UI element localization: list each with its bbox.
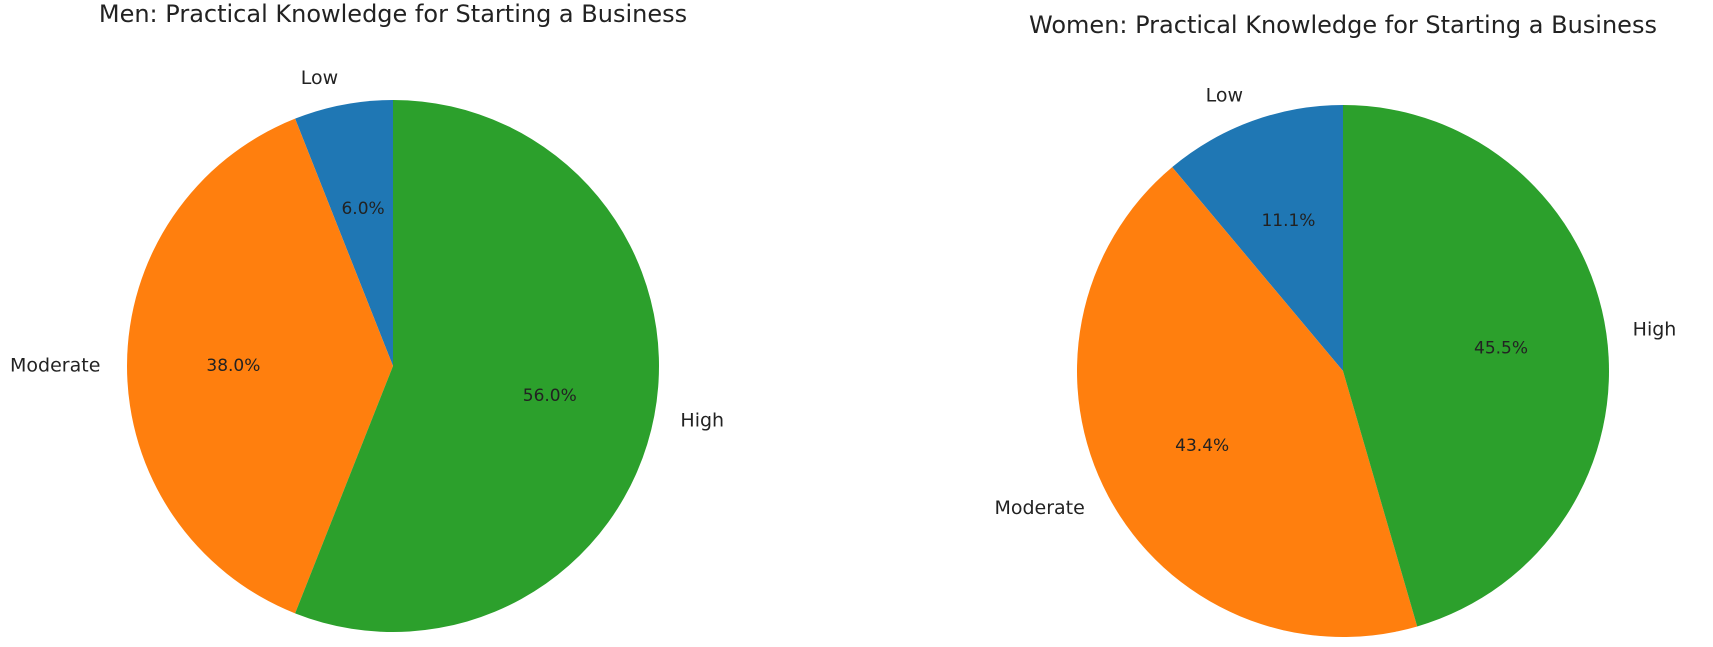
value-label: 38.0% bbox=[206, 356, 260, 376]
slice-label: Low bbox=[1206, 85, 1243, 107]
pie-slice bbox=[295, 100, 393, 366]
slice-label: High bbox=[1633, 318, 1677, 340]
slice-label: Moderate bbox=[10, 355, 100, 377]
pie-slice bbox=[1077, 167, 1418, 638]
slice-label: Low bbox=[301, 67, 338, 89]
pie-slice bbox=[295, 100, 659, 632]
value-label: 43.4% bbox=[1175, 436, 1229, 456]
value-label: 11.1% bbox=[1261, 211, 1315, 231]
value-label: 56.0% bbox=[523, 386, 577, 406]
value-label: 6.0% bbox=[341, 199, 384, 219]
slice-label: Moderate bbox=[994, 497, 1084, 519]
pie-slice bbox=[1343, 105, 1609, 627]
value-label: 45.5% bbox=[1474, 339, 1528, 359]
pie-slice bbox=[1172, 105, 1343, 371]
chart-title: Women: Practical Knowledge for Starting … bbox=[1029, 11, 1657, 39]
chart-title: Men: Practical Knowledge for Starting a … bbox=[99, 0, 687, 28]
slice-label: High bbox=[680, 409, 724, 431]
pie-slice bbox=[126, 118, 393, 614]
